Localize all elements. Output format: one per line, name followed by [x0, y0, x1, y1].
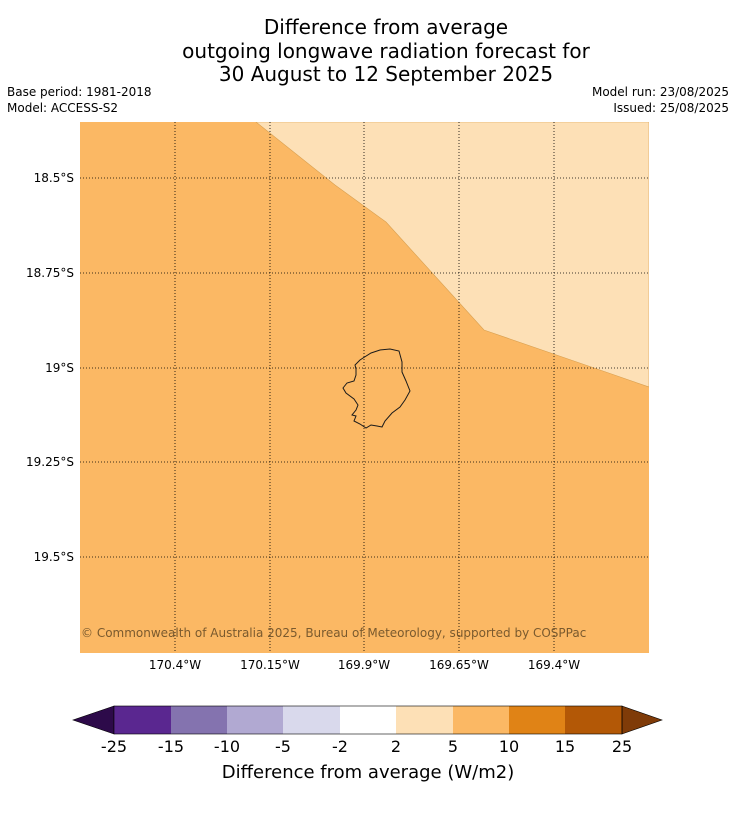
colorbar-tick-label: -2	[332, 737, 348, 756]
issued-date: Issued: 25/08/2025	[613, 101, 729, 115]
colorbar-segment	[227, 706, 283, 734]
colorbar-segment	[396, 706, 453, 734]
colorbar-segment	[340, 706, 396, 734]
colorbar-segment	[283, 706, 340, 734]
colorbar-title: Difference from average (W/m2)	[221, 762, 515, 783]
meta-left: Base period: 1981-2018 Model: ACCESS-S2	[7, 84, 152, 116]
colorbar-segment	[565, 706, 622, 734]
colorbar-segment	[171, 706, 227, 734]
map-area[interactable]	[80, 122, 649, 653]
latitude-label: 19°S	[45, 361, 74, 375]
model-name: Model: ACCESS-S2	[7, 101, 119, 115]
colorbar-tick-label: -5	[275, 737, 291, 756]
longitude-label: 169.9°W	[337, 658, 391, 672]
latitude-label: 19.5°S	[33, 550, 74, 564]
colorbar-low-extend	[72, 705, 115, 735]
longitude-label: 169.4°W	[527, 658, 581, 672]
colorbar-high-extend	[621, 705, 663, 735]
longitude-label: 170.4°W	[148, 658, 202, 672]
title-line-3: 30 August to 12 September 2025	[218, 62, 554, 86]
title-line-1: Difference from average	[263, 15, 509, 39]
copyright-notice: © Commonwealth of Australia 2025, Bureau…	[81, 626, 587, 640]
colorbar-segment	[509, 706, 565, 734]
meta-right: Model run: 23/08/2025 Issued: 25/08/2025	[592, 84, 729, 116]
model-run: Model run: 23/08/2025	[591, 85, 729, 99]
island-outline	[342, 348, 411, 429]
colorbar-segment	[114, 706, 171, 734]
colorbar-tick-label: -15	[157, 737, 185, 756]
colorbar-tick-label: 25	[611, 737, 633, 756]
colorbar-tick-label: -10	[213, 737, 241, 756]
latitude-label: 18.75°S	[26, 266, 74, 280]
colorbar-frame	[113, 705, 623, 735]
anomaly-region-light	[255, 122, 649, 388]
map-title: Difference from average outgoing longwav…	[0, 15, 736, 87]
longitude-label: 169.65°W	[429, 658, 489, 672]
base-period: Base period: 1981-2018	[7, 85, 152, 99]
colorbar-tick-label: 2	[390, 737, 402, 756]
colorbar-tick-label: 10	[498, 737, 520, 756]
graticule	[80, 122, 649, 653]
latitude-label: 19.25°S	[26, 455, 74, 469]
longitude-label: 170.15°W	[240, 658, 300, 672]
title-line-2: outgoing longwave radiation forecast for	[182, 38, 590, 63]
colorbar-tick-label: 5	[447, 737, 459, 756]
colorbar-tick-label: 15	[554, 737, 576, 756]
colorbar-segment	[453, 706, 509, 734]
colorbar-tick-label: -25	[100, 737, 128, 756]
colorbar	[72, 705, 663, 735]
latitude-label: 18.5°S	[33, 171, 74, 185]
